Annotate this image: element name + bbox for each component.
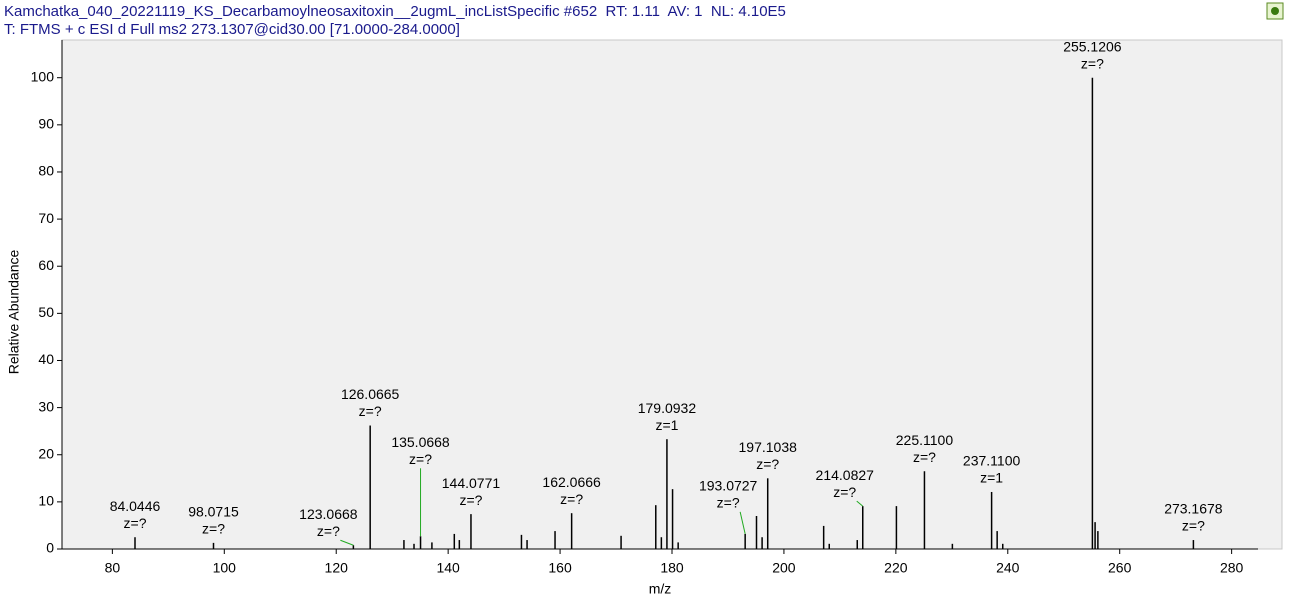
y-tick-label: 10: [38, 493, 54, 509]
peak-label: 237.1100: [963, 453, 1021, 469]
y-tick-label: 80: [38, 163, 54, 179]
charge-label: z=?: [756, 456, 779, 472]
charge-label: z=?: [1081, 55, 1104, 71]
peak-label: 193.0727: [699, 478, 758, 494]
peak-label: 197.1038: [739, 439, 798, 455]
y-tick-label: 60: [38, 257, 54, 273]
charge-label: z=?: [1182, 518, 1205, 534]
charge-label: z=?: [409, 451, 432, 467]
charge-label: z=?: [202, 521, 225, 537]
icon-dot[interactable]: [1271, 7, 1279, 15]
label-connector: [340, 539, 354, 546]
header-line2: T: FTMS + c ESI d Full ms2 273.1307@cid3…: [4, 21, 460, 38]
charge-label: z=?: [459, 492, 482, 508]
y-tick-label: 90: [38, 116, 54, 132]
header-line1: Kamchatka_040_20221119_KS_Decarbamoylneo…: [4, 3, 786, 20]
peak-label: 126.0665: [341, 386, 400, 402]
x-tick-label: 280: [1220, 560, 1244, 576]
peak-label: 98.0715: [188, 504, 239, 520]
x-tick-label: 120: [325, 560, 349, 576]
y-axis-label: Relative Abundance: [6, 250, 22, 375]
peak-label: 179.0932: [638, 400, 697, 416]
label-connector: [856, 500, 864, 507]
charge-label: z=?: [317, 523, 340, 539]
y-tick-label: 100: [31, 68, 55, 84]
x-tick-label: 100: [213, 560, 237, 576]
label-connector: [739, 511, 746, 535]
peak-label: 225.1100: [896, 432, 954, 448]
y-tick-label: 40: [38, 351, 54, 367]
charge-label: z=?: [833, 484, 856, 500]
charge-label: z=?: [124, 515, 147, 531]
x-axis-label: m/z: [649, 581, 672, 597]
charge-label: z=?: [717, 495, 740, 511]
charge-label: z=1: [980, 470, 1003, 486]
x-tick-label: 160: [548, 560, 572, 576]
peak-label: 273.1678: [1164, 501, 1223, 517]
peak-label: 255.1206: [1063, 38, 1122, 54]
y-tick-label: 30: [38, 398, 54, 414]
pin-icon[interactable]: [1266, 2, 1284, 20]
charge-label: z=?: [560, 491, 583, 507]
charge-label: z=?: [359, 403, 382, 419]
x-tick-label: 260: [1108, 560, 1132, 576]
peak-label: 84.0446: [110, 498, 161, 514]
x-tick-label: 80: [105, 560, 121, 576]
peak-label: 214.0827: [816, 467, 875, 483]
plot-area: [61, 39, 1283, 550]
charge-label: z=1: [655, 417, 678, 433]
y-tick-label: 70: [38, 210, 54, 226]
x-tick-label: 220: [884, 560, 908, 576]
charge-label: z=?: [913, 449, 936, 465]
x-tick-label: 240: [996, 560, 1020, 576]
y-tick-label: 50: [38, 304, 54, 320]
peak-label: 144.0771: [442, 475, 501, 491]
peak-label: 123.0668: [299, 506, 358, 522]
y-tick-label: 20: [38, 445, 54, 461]
y-tick-label: 0: [46, 540, 54, 556]
x-tick-label: 180: [660, 560, 684, 576]
peak-label: 135.0668: [391, 434, 450, 450]
x-tick-label: 140: [436, 560, 460, 576]
peak-label: 162.0666: [542, 474, 601, 490]
x-tick-label: 200: [772, 560, 796, 576]
